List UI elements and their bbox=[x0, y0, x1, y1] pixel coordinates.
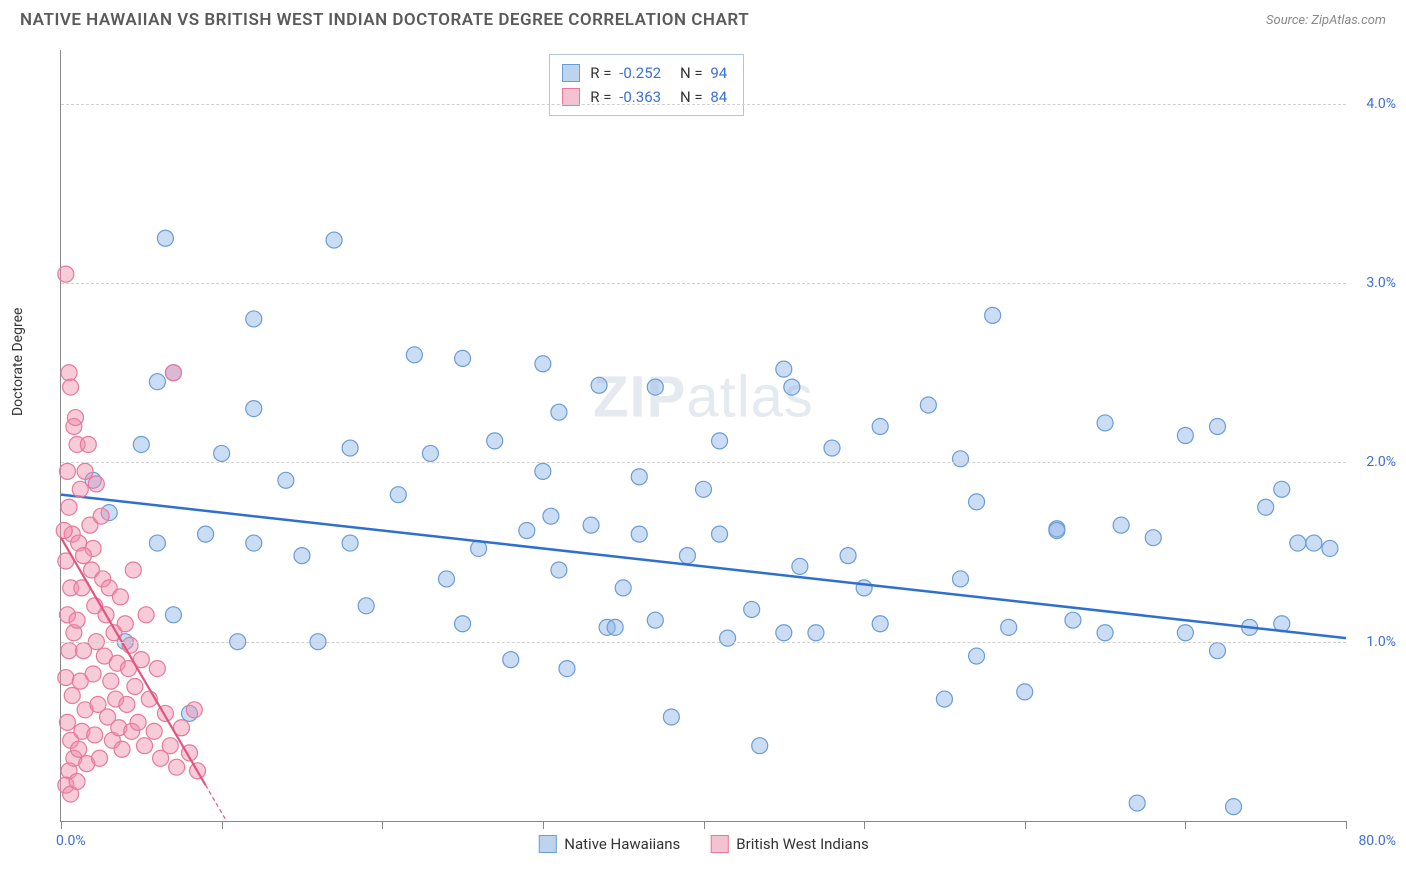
stats-legend-box: R = -0.252 N = 94 R = -0.363 N = 84 bbox=[549, 54, 744, 116]
scatter-svg bbox=[61, 50, 1346, 821]
y-axis-label: Doctorate Degree bbox=[10, 308, 26, 416]
bottom-legend: Native Hawaiians British West Indians bbox=[538, 835, 868, 853]
stats-row-1: R = -0.252 N = 94 bbox=[562, 61, 731, 85]
plot-area: ZIPatlas R = -0.252 N = 94 R = -0.363 bbox=[60, 50, 1346, 822]
legend-label-2: British West Indians bbox=[736, 835, 868, 853]
chart-container: Doctorate Degree ZIPatlas R = -0.252 N =… bbox=[20, 40, 1386, 872]
legend-item-1: Native Hawaiians bbox=[538, 835, 680, 853]
legend-swatch-2 bbox=[710, 835, 728, 853]
legend-swatch-1 bbox=[538, 835, 556, 853]
source-attribution: Source: ZipAtlas.com bbox=[1266, 13, 1386, 28]
swatch-series-1 bbox=[562, 64, 580, 82]
chart-title: NATIVE HAWAIIAN VS BRITISH WEST INDIAN D… bbox=[20, 10, 749, 30]
stats-row-2: R = -0.363 N = 84 bbox=[562, 85, 731, 109]
legend-label-1: Native Hawaiians bbox=[564, 835, 680, 853]
legend-item-2: British West Indians bbox=[710, 835, 868, 853]
